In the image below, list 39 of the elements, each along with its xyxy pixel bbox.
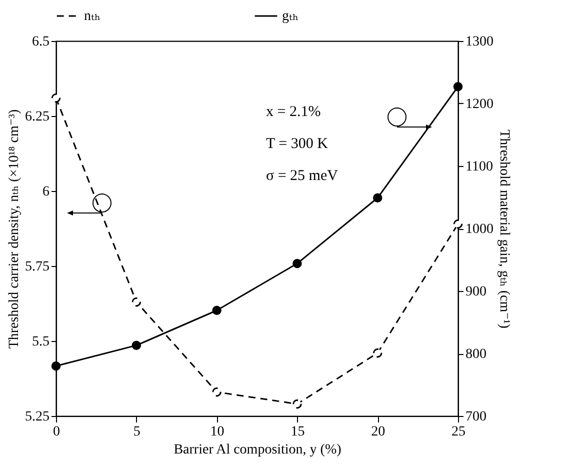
- y2-tick-label: 1000: [466, 222, 494, 237]
- x-tick-label: 25: [452, 424, 466, 440]
- point: [292, 399, 302, 409]
- y2-tick-label: 900: [466, 284, 486, 300]
- point: [212, 387, 222, 397]
- x-tick-label: 20: [371, 424, 386, 440]
- x-tick-label: 10: [210, 424, 224, 440]
- annotation: σ = 25 meV: [266, 168, 338, 184]
- point: [212, 306, 222, 315]
- y2-axis-title: Threshold material gain, gₜₕ (cm⁻¹): [496, 130, 512, 329]
- y-tick-label: 6.25: [25, 110, 50, 124]
- legend-label: gₜₕ: [282, 9, 299, 24]
- annotation: x = 2.1%: [266, 104, 321, 120]
- y-tick-label: 5.5: [32, 334, 50, 350]
- point: [453, 82, 463, 92]
- point: [372, 193, 382, 202]
- annotation: T = 300 K: [266, 136, 328, 152]
- point: [372, 348, 382, 358]
- x-tick-label: 15: [290, 424, 305, 440]
- x-tick-label: 0: [53, 424, 60, 440]
- x-tick-label: 5: [133, 424, 140, 440]
- point: [132, 340, 142, 350]
- y-tick-label: 6: [42, 184, 50, 200]
- point: [453, 219, 463, 229]
- y-axis-title: Threshold carrier density, nₜₕ (×10¹⁸ cm⁻³): [7, 109, 22, 349]
- y2-tick-label: 700: [466, 410, 486, 424]
- y2-tick-label: 800: [466, 347, 486, 362]
- point: [292, 258, 302, 268]
- y-tick-label: 5.25: [25, 410, 50, 424]
- point: [51, 361, 61, 371]
- y2-tick-label: 1200: [466, 97, 494, 112]
- y2-tick-label: 1300: [466, 34, 494, 50]
- y-tick-label: 5.75: [25, 260, 50, 274]
- x-axis-title: Barrier Al composition, y (%): [174, 442, 342, 458]
- point: [132, 297, 142, 307]
- y2-tick-label: 1100: [466, 160, 493, 174]
- legend-label: nₜₕ: [84, 9, 101, 24]
- point: [51, 93, 61, 103]
- y-tick-label: 6.5: [32, 34, 50, 50]
